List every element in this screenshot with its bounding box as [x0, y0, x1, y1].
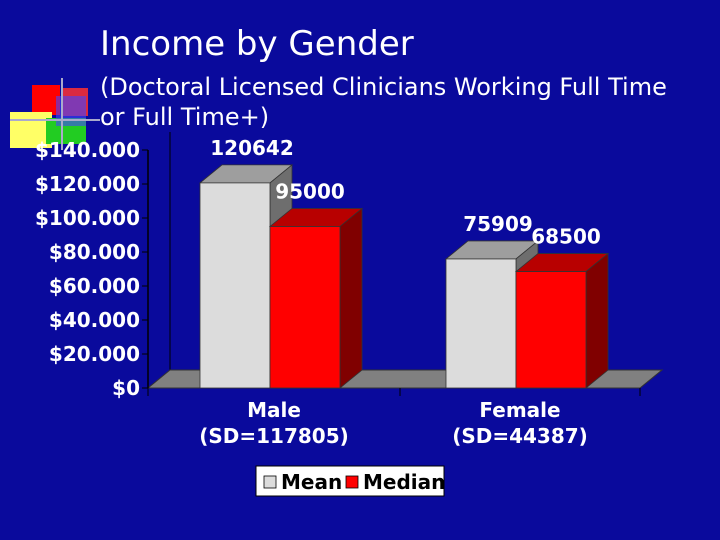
legend-label-mean: Mean: [281, 470, 342, 494]
slide-title: Income by Gender: [100, 24, 414, 64]
data-label: 68500: [531, 225, 601, 249]
data-label: 120642: [210, 136, 294, 160]
y-tick-label: $0: [112, 376, 140, 400]
subtitle-line-2: or Full Time+): [100, 103, 270, 131]
x-category-label: Female: [479, 398, 560, 422]
x-category-sd-label: (SD=117805): [199, 424, 349, 448]
legend-swatch-mean: [263, 475, 277, 489]
y-tick-label: $100.000: [35, 206, 140, 230]
bar-median: [515, 271, 587, 389]
x-category-label: Male: [247, 398, 301, 422]
bar-side-median: [585, 252, 609, 389]
slide-subtitle: (Doctoral Licensed Clinicians Working Fu…: [100, 72, 700, 132]
logo-decoration: [10, 78, 100, 150]
bar-mean: [445, 258, 517, 389]
y-tick-label: $60.000: [49, 274, 140, 298]
bar-median: [269, 226, 341, 389]
legend-swatch-median: [345, 475, 359, 489]
y-tick-label: $20.000: [49, 342, 140, 366]
y-tick-label: $120.000: [35, 172, 140, 196]
data-label: 75909: [463, 212, 533, 236]
chart-legend: Mean Median: [255, 465, 445, 497]
bar-mean: [199, 182, 271, 389]
legend-label-median: Median: [363, 470, 445, 494]
y-tick-label: $40.000: [49, 308, 140, 332]
y-tick-label: $140.000: [35, 138, 140, 162]
data-label: 95000: [275, 180, 345, 204]
x-category-sd-label: (SD=44387): [452, 424, 588, 448]
bar-side-median: [339, 207, 363, 389]
subtitle-line-1: (Doctoral Licensed Clinicians Working Fu…: [100, 73, 667, 101]
y-tick-label: $80.000: [49, 240, 140, 264]
